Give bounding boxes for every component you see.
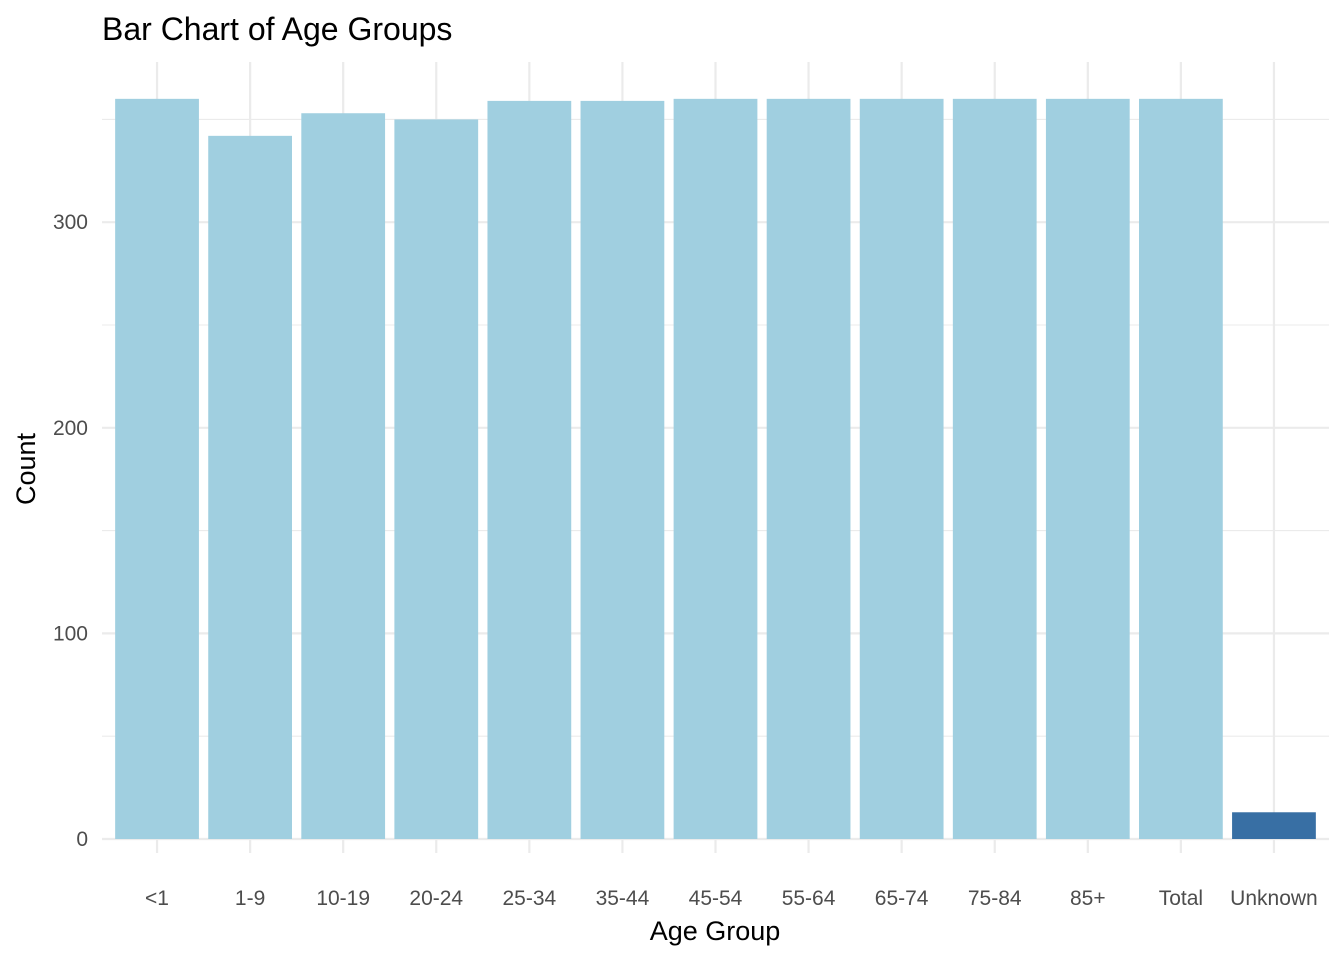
x-axis-title: Age Group	[650, 916, 781, 946]
bar-85+	[1045, 98, 1130, 840]
x-tick-label: 65-74	[875, 887, 929, 910]
y-tick-label: 100	[53, 622, 88, 645]
x-tick-label: 20-24	[409, 887, 463, 910]
y-tick-label: 0	[76, 828, 88, 851]
y-axis-title: Count	[11, 432, 41, 505]
bar-55-64	[766, 98, 851, 840]
bars	[115, 98, 1316, 840]
x-tick-label: 10-19	[316, 887, 370, 910]
x-tick-label: 1-9	[235, 887, 265, 910]
bar-20-24	[394, 119, 479, 839]
x-tick-label: 75-84	[968, 887, 1022, 910]
bar-10-19	[301, 113, 386, 840]
chart-title: Bar Chart of Age Groups	[102, 11, 452, 47]
bar-65-74	[859, 98, 944, 840]
x-tick-label: 35-44	[596, 887, 650, 910]
bar-75-84	[952, 98, 1037, 840]
bar-1-9	[208, 135, 292, 839]
x-tick-labels: <1 1-9 10-19 20-24 25-34 35-44 45-54 55-64 65-74…	[145, 887, 1318, 910]
y-tick-labels: 0 100 200 300	[53, 211, 88, 851]
bar-Total	[1139, 98, 1223, 840]
y-tick-label: 300	[53, 211, 88, 234]
x-tick-label: 85+	[1070, 887, 1106, 910]
x-tick-label: Total	[1159, 887, 1203, 910]
y-tick-label: 200	[53, 417, 88, 440]
x-tick-label: 55-64	[782, 887, 836, 910]
bar-45-54	[673, 98, 758, 840]
x-tick-label: <1	[145, 887, 169, 910]
bar-25-34	[487, 100, 572, 839]
x-tick-label: 45-54	[689, 887, 743, 910]
x-tick-label: 25-34	[502, 887, 556, 910]
x-tick-label: Unknown	[1230, 887, 1318, 910]
bar-35-44	[580, 100, 665, 839]
bar-<1	[115, 98, 199, 840]
bar-Unknown	[1232, 812, 1316, 839]
